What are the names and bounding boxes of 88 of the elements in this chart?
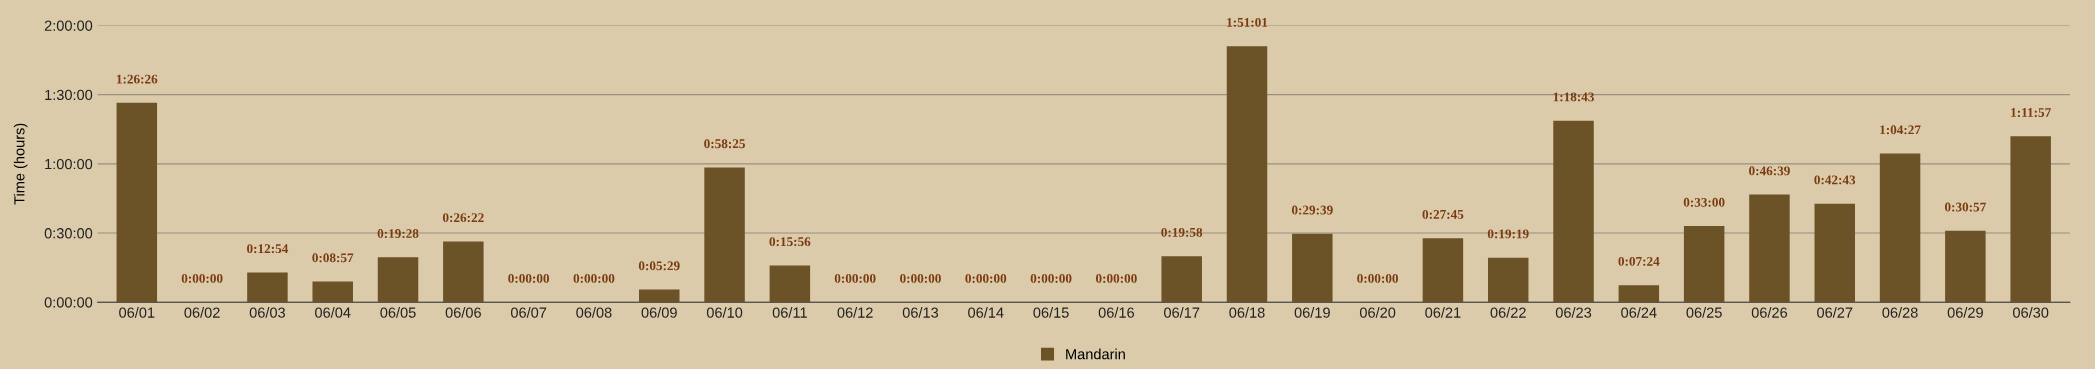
x-tick-label: 06/28	[1882, 307, 1918, 318]
x-tick-label: 06/26	[1751, 307, 1788, 318]
data-label: 0:19:58	[1161, 227, 1203, 237]
bar	[443, 241, 484, 303]
x-tick-label: 06/09	[641, 307, 677, 318]
data-label: 0:15:56	[769, 237, 811, 247]
bar	[1749, 194, 1790, 303]
x-tick-label: 06/11	[772, 307, 807, 318]
x-tick-label: 06/30	[2013, 307, 2049, 318]
y-tick-label: 0:00:00	[44, 297, 93, 308]
data-label: 0:00:00	[834, 273, 876, 283]
data-label: 0:00:00	[1357, 273, 1398, 283]
data-label: 1:26:26	[116, 74, 158, 84]
x-tick-label: 06/20	[1359, 307, 1396, 318]
data-label: 1:11:57	[2011, 108, 2051, 117]
data-label: 0:42:43	[1814, 175, 1856, 185]
x-tick-label: 06/05	[380, 307, 416, 318]
x-tick-label: 06/25	[1686, 307, 1722, 318]
y-tick-label: 1:00:00	[45, 158, 93, 170]
x-tick-label: 06/21	[1425, 307, 1461, 318]
data-label: 1:04:27	[1880, 125, 1921, 135]
x-tick-label: 06/27	[1817, 307, 1853, 318]
y-tick-label: 0:30:00	[44, 228, 93, 239]
bar	[247, 272, 288, 303]
bar	[1487, 257, 1529, 303]
x-tick-label: 06/02	[184, 307, 220, 318]
data-label: 0:12:54	[247, 244, 289, 254]
data-label: 0:30:57	[1944, 202, 1986, 212]
data-label: 0:00:00	[181, 273, 223, 283]
data-label: 0:29:39	[1291, 205, 1333, 215]
y-axis-title: Time (hours)	[13, 123, 28, 205]
x-tick-label: 06/13	[902, 307, 939, 318]
data-label: 0:33:00	[1683, 197, 1725, 207]
data-label: 0:08:57	[312, 253, 354, 263]
data-label: 0:26:22	[442, 213, 484, 223]
data-label: 0:00:00	[573, 273, 615, 283]
bar	[312, 281, 353, 303]
bar	[1814, 203, 1855, 303]
x-tick-label: 06/23	[1555, 307, 1592, 318]
data-label: 0:58:25	[704, 139, 745, 149]
x-tick-label: 06/01	[119, 307, 155, 318]
data-label: 0:00:00	[508, 273, 550, 283]
bar	[1553, 120, 1594, 303]
y-tick-label: 2:00:00	[44, 20, 93, 31]
x-tick-label: 06/29	[1947, 307, 1983, 318]
x-tick-label: 06/17	[1164, 307, 1200, 318]
bar	[116, 102, 158, 303]
bar	[1683, 226, 1725, 303]
data-label: 0:19:28	[377, 229, 419, 239]
bar	[1226, 46, 1268, 303]
data-label: 1:51:01	[1227, 17, 1268, 27]
bar	[1945, 230, 1986, 303]
x-tick-label: 06/18	[1229, 307, 1265, 318]
x-tick-label: 06/10	[706, 307, 743, 318]
data-label: 0:19:19	[1487, 229, 1529, 239]
bar	[704, 167, 745, 303]
data-label: 0:46:39	[1749, 166, 1790, 176]
x-tick-label: 06/14	[968, 307, 1004, 318]
data-label: 0:00:00	[1096, 273, 1137, 283]
bar	[2010, 136, 2051, 303]
data-label: 0:00:00	[900, 273, 941, 283]
data-label: 1:18:43	[1553, 92, 1594, 102]
legend-label: Mandarin	[1066, 348, 1125, 360]
data-label: 0:07:24	[1618, 256, 1660, 266]
bar	[639, 289, 680, 303]
data-label: 0:00:00	[965, 273, 1007, 283]
x-tick-label: 06/07	[510, 307, 547, 318]
bar	[377, 257, 419, 303]
bar	[1161, 256, 1202, 303]
bar	[1422, 238, 1464, 303]
x-tick-label: 06/06	[445, 307, 481, 318]
x-tick-label: 06/19	[1294, 307, 1330, 318]
x-tick-label: 06/22	[1490, 307, 1526, 318]
y-tick-label: 1:30:00	[45, 89, 93, 101]
data-label: 0:00:00	[1030, 273, 1072, 283]
x-tick-label: 06/03	[249, 307, 286, 318]
x-tick-label: 06/15	[1033, 307, 1069, 318]
bar	[1292, 233, 1333, 303]
x-tick-label: 06/16	[1098, 307, 1134, 318]
data-label: 0:05:29	[638, 261, 680, 271]
data-label: 0:27:45	[1422, 209, 1464, 219]
x-tick-label: 06/12	[837, 307, 873, 318]
bar	[769, 265, 811, 303]
x-tick-label: 06/24	[1621, 307, 1657, 318]
x-tick-label: 06/04	[315, 307, 351, 318]
bar	[1879, 153, 1921, 303]
bar	[1618, 285, 1660, 303]
x-tick-label: 06/08	[576, 307, 612, 318]
